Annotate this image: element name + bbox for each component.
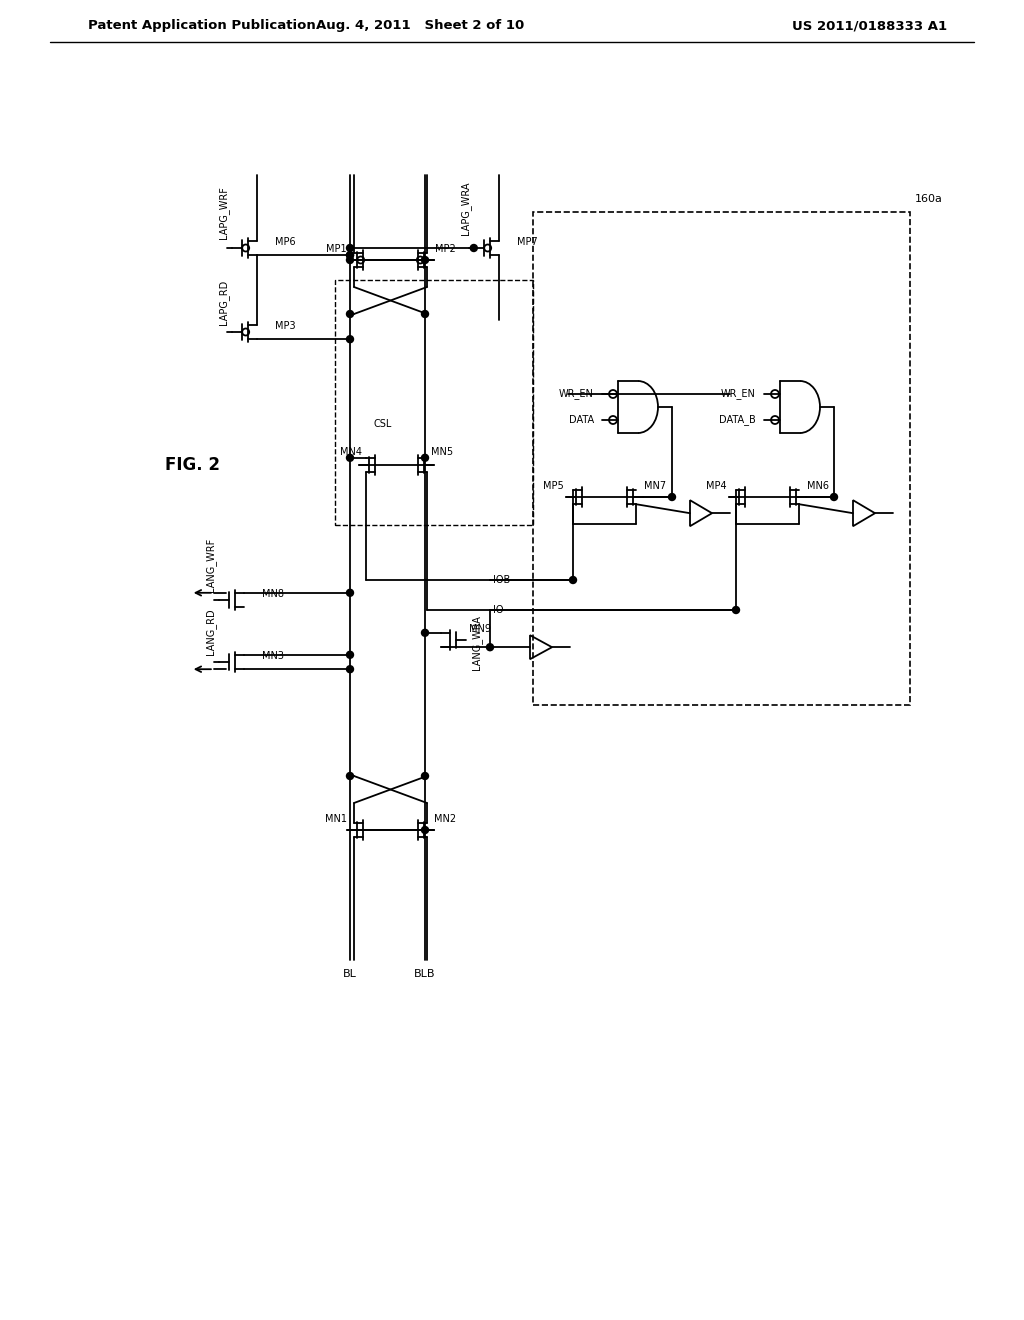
Text: MN2: MN2 (434, 814, 456, 824)
Text: IOB: IOB (493, 576, 510, 585)
Text: LAPG_RD: LAPG_RD (218, 280, 229, 325)
Text: MN8: MN8 (262, 589, 284, 599)
Text: MN5: MN5 (431, 447, 453, 457)
Text: LANG_WRA: LANG_WRA (471, 615, 482, 669)
Text: MN3: MN3 (262, 651, 284, 661)
Circle shape (669, 494, 676, 500)
Text: 160a: 160a (915, 194, 943, 205)
Text: MP6: MP6 (275, 238, 296, 247)
Text: MP7: MP7 (517, 238, 538, 247)
Circle shape (346, 651, 353, 659)
Circle shape (346, 335, 353, 343)
Text: MP5: MP5 (544, 482, 564, 491)
Text: BLB: BLB (415, 969, 436, 979)
Circle shape (346, 454, 353, 461)
Text: MP4: MP4 (707, 482, 727, 491)
Text: MN6: MN6 (807, 482, 829, 491)
Circle shape (830, 494, 838, 500)
Text: FIG. 2: FIG. 2 (165, 455, 220, 474)
Text: MN9: MN9 (469, 624, 490, 634)
Circle shape (422, 826, 428, 833)
Circle shape (422, 772, 428, 780)
Text: MP3: MP3 (275, 321, 296, 331)
Text: LANG_WRF: LANG_WRF (206, 537, 216, 593)
Circle shape (346, 252, 353, 259)
Circle shape (470, 244, 477, 252)
Circle shape (346, 665, 353, 673)
Text: Aug. 4, 2011   Sheet 2 of 10: Aug. 4, 2011 Sheet 2 of 10 (315, 20, 524, 33)
Circle shape (346, 310, 353, 318)
Circle shape (346, 244, 353, 252)
Text: LANG_RD: LANG_RD (206, 609, 216, 655)
Text: LAPG_WRF: LAPG_WRF (218, 186, 229, 239)
Text: DATA: DATA (569, 414, 594, 425)
Text: LAPG_WRA: LAPG_WRA (461, 181, 471, 235)
Text: DATA_B: DATA_B (719, 414, 756, 425)
Text: MN1: MN1 (325, 814, 347, 824)
Bar (335, 280, 534, 525)
Circle shape (732, 606, 739, 614)
Text: MN4: MN4 (340, 447, 362, 457)
Text: WR_EN: WR_EN (721, 388, 756, 400)
Text: WR_EN: WR_EN (559, 388, 594, 400)
Circle shape (346, 256, 353, 264)
Bar (534, 213, 910, 705)
Text: IO: IO (493, 605, 504, 615)
Text: MP2: MP2 (434, 244, 456, 255)
Text: MP1: MP1 (326, 244, 346, 255)
Circle shape (346, 772, 353, 780)
Circle shape (346, 589, 353, 597)
Text: CSL: CSL (373, 418, 391, 429)
Circle shape (486, 644, 494, 651)
Circle shape (346, 252, 353, 259)
Text: MN7: MN7 (644, 482, 667, 491)
Circle shape (422, 630, 428, 636)
Text: US 2011/0188333 A1: US 2011/0188333 A1 (793, 20, 947, 33)
Text: Patent Application Publication: Patent Application Publication (88, 20, 315, 33)
Circle shape (569, 577, 577, 583)
Text: BL: BL (343, 969, 357, 979)
Circle shape (422, 256, 428, 264)
Circle shape (422, 454, 428, 461)
Circle shape (422, 310, 428, 318)
